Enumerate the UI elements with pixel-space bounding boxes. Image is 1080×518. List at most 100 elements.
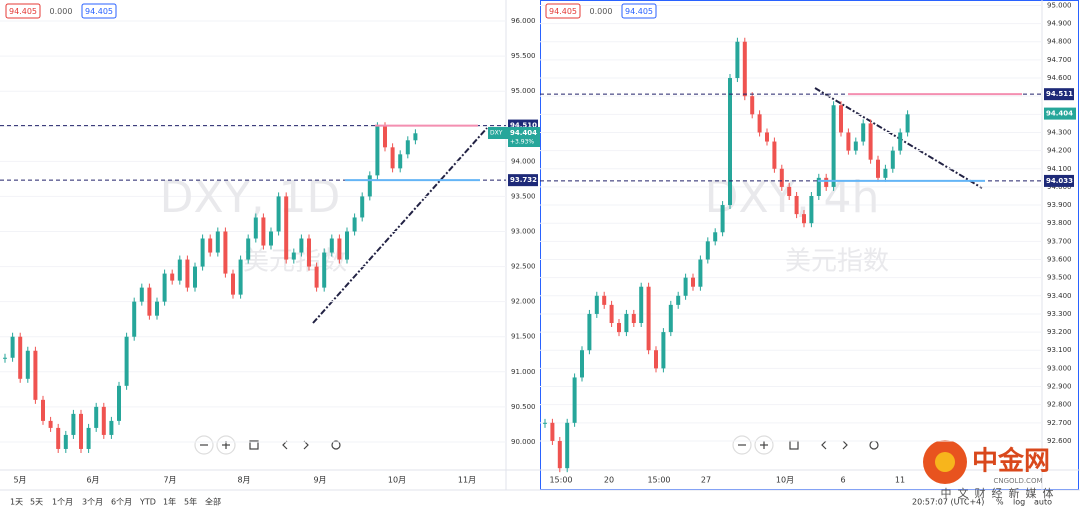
- candle: [132, 301, 137, 337]
- range-button[interactable]: 1年: [163, 497, 176, 507]
- x-tick-label: 9月: [313, 476, 326, 485]
- logo-slogan: 中文财经新媒体: [941, 486, 1060, 500]
- candle: [413, 133, 418, 141]
- y-tick-label: 91.500: [511, 333, 536, 341]
- resistance-label: 94.511: [1046, 90, 1073, 98]
- candle: [299, 238, 304, 253]
- candle: [757, 114, 762, 133]
- percent-toggle[interactable]: %: [996, 498, 1004, 507]
- y-tick-label: 94.000: [511, 157, 536, 165]
- resistance-label: 94.510: [510, 122, 537, 130]
- last-price-tag: [1044, 107, 1076, 120]
- candle: [117, 385, 121, 421]
- candle: [231, 273, 235, 295]
- chart-controls[interactable]: [194, 435, 879, 455]
- candle: [646, 286, 651, 351]
- range-button[interactable]: 5天: [30, 498, 43, 507]
- watermark-sub: 美元指数: [785, 247, 889, 277]
- candle: [557, 440, 562, 469]
- legend-box: [5, 3, 41, 19]
- candle: [676, 295, 681, 305]
- candle: [905, 114, 910, 133]
- candle: [79, 413, 83, 449]
- candle: [345, 231, 349, 260]
- candle: [185, 259, 190, 288]
- candle: [668, 304, 673, 333]
- candle: [861, 123, 866, 142]
- candle: [868, 123, 873, 160]
- support-label: 94.033: [1046, 177, 1073, 185]
- candle: [329, 238, 334, 253]
- candle: [853, 141, 858, 151]
- y-tick-label: 94.900: [1047, 20, 1072, 28]
- range-button[interactable]: 1个月: [52, 498, 73, 507]
- candle: [3, 357, 7, 359]
- legend-box: [621, 3, 657, 19]
- candle: [787, 186, 792, 196]
- y-tick-label: 94.300: [1047, 128, 1072, 136]
- support-tag: [1044, 174, 1074, 187]
- y-tick-label: 93.000: [1047, 364, 1072, 372]
- candle: [624, 313, 629, 333]
- candle: [200, 238, 205, 267]
- x-tick-label: 10月: [388, 476, 406, 485]
- candle: [779, 168, 784, 187]
- clock: 20:57:07 (UTC+4): [912, 498, 984, 507]
- candle: [890, 150, 895, 169]
- candle: [307, 238, 311, 267]
- y-tick-label: 94.600: [1047, 74, 1072, 82]
- resistance-tag: [1044, 88, 1074, 101]
- range-button[interactable]: 5年: [184, 497, 197, 507]
- y-tick-label: 93.700: [1047, 237, 1072, 245]
- candle: [705, 241, 710, 260]
- candle: [63, 434, 68, 449]
- x-tick-label: 15:00: [549, 476, 572, 485]
- watermark-sub: 美元指数: [243, 247, 347, 277]
- candle: [580, 350, 584, 378]
- range-button[interactable]: 1天: [10, 498, 23, 507]
- auto-toggle[interactable]: auto: [1034, 498, 1052, 507]
- y-tick-label: 93.200: [1047, 328, 1072, 336]
- legend-value: 94.405: [625, 7, 653, 16]
- candle: [177, 259, 182, 281]
- candle: [390, 147, 395, 169]
- y-tick-label: 93.300: [1047, 310, 1072, 318]
- candle: [654, 350, 658, 369]
- y-tick-label: 95.000: [1047, 1, 1072, 9]
- candle: [322, 252, 327, 288]
- logo-icon: [923, 440, 967, 484]
- candle: [71, 413, 76, 435]
- candle: [314, 266, 319, 288]
- candle: [155, 301, 159, 316]
- candle: [898, 132, 903, 151]
- y-tick-label: 93.900: [1047, 201, 1072, 209]
- range-button[interactable]: 全部: [205, 497, 221, 507]
- legend-value: 0.000: [50, 7, 73, 16]
- log-toggle[interactable]: log: [1013, 498, 1025, 507]
- y-tick-label: 94.200: [1047, 147, 1072, 155]
- range-button[interactable]: YTD: [139, 498, 156, 507]
- y-tick-label: 96.000: [511, 17, 536, 25]
- candle: [208, 238, 213, 253]
- candle: [550, 422, 555, 441]
- candle: [587, 313, 592, 351]
- y-tick-label: 94.100: [1047, 165, 1072, 173]
- x-tick-label: 27: [701, 476, 711, 485]
- last-price-tag: [508, 127, 540, 148]
- candle: [698, 259, 703, 287]
- y-tick-label: 93.600: [1047, 255, 1072, 263]
- range-button[interactable]: 6个月: [111, 498, 132, 507]
- legend-box: [81, 3, 117, 19]
- y-tick-label: 95.500: [511, 52, 536, 60]
- candle: [269, 231, 273, 246]
- candle: [883, 168, 888, 178]
- x-tick-label: 10月: [776, 476, 794, 485]
- candle: [291, 252, 296, 260]
- watermark: DXY, 1D: [160, 172, 341, 223]
- candle: [661, 332, 666, 369]
- range-button[interactable]: 3个月: [82, 498, 103, 507]
- candle: [831, 105, 836, 187]
- candle: [713, 232, 718, 242]
- y-tick-label: 90.500: [511, 403, 536, 411]
- candle: [193, 266, 197, 288]
